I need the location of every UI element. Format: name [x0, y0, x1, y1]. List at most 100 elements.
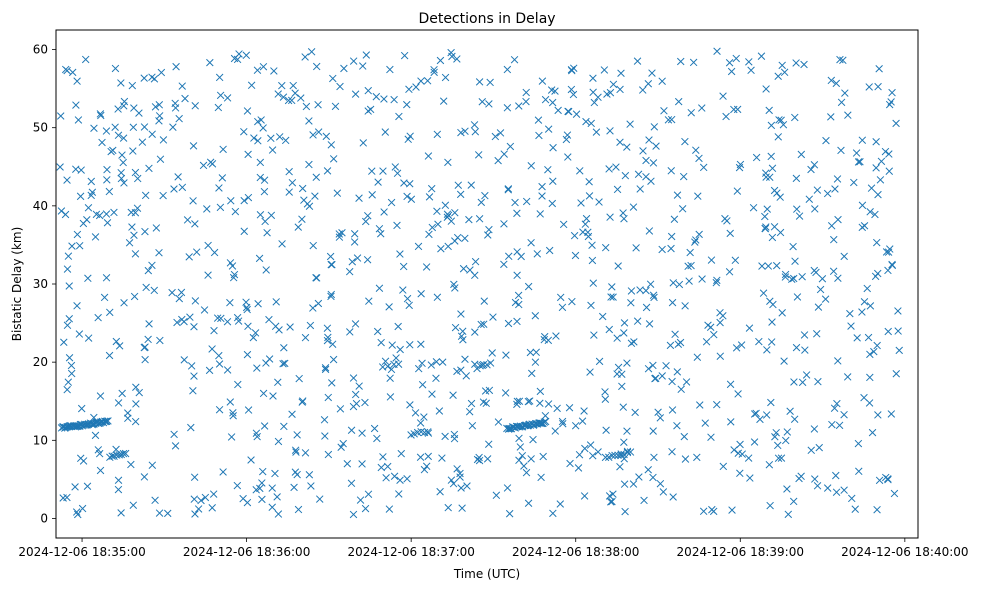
data-point	[673, 191, 682, 199]
data-point	[305, 160, 313, 169]
data-point	[100, 293, 109, 302]
data-point	[103, 165, 111, 174]
data-point	[174, 173, 182, 181]
data-point	[810, 425, 819, 433]
data-point	[274, 437, 283, 446]
data-point	[761, 224, 769, 233]
data-point	[314, 299, 323, 308]
data-point	[356, 496, 365, 504]
data-point	[268, 484, 276, 492]
data-point	[379, 167, 387, 175]
data-point	[348, 257, 357, 266]
data-point	[209, 490, 218, 498]
data-point	[247, 81, 256, 90]
data-point	[138, 138, 147, 146]
data-point	[114, 399, 123, 407]
data-point	[215, 184, 223, 192]
data-point	[231, 207, 240, 216]
data-point	[437, 244, 445, 253]
data-point	[485, 225, 493, 234]
data-point	[68, 68, 77, 77]
data-point	[383, 462, 392, 471]
data-point	[790, 415, 799, 423]
data-point	[752, 409, 760, 418]
data-point	[385, 303, 393, 311]
data-point	[580, 407, 588, 415]
data-point	[636, 185, 644, 193]
data-point	[340, 64, 348, 73]
data-point	[588, 256, 597, 265]
data-point	[97, 111, 105, 120]
data-point	[613, 185, 622, 194]
data-point	[253, 432, 261, 441]
data-point	[140, 343, 149, 352]
data-point	[259, 62, 268, 71]
data-point	[327, 141, 336, 149]
data-point	[281, 136, 290, 145]
data-point	[229, 409, 237, 417]
y-axis-label: Bistatic Delay (km)	[10, 227, 24, 342]
data-point	[90, 124, 98, 133]
data-point	[768, 318, 776, 326]
data-point	[538, 182, 546, 191]
data-point	[323, 324, 332, 332]
data-point	[190, 495, 199, 503]
data-point	[300, 196, 308, 204]
data-point	[470, 121, 479, 129]
data-point	[608, 283, 616, 291]
data-point	[571, 421, 580, 430]
data-point	[556, 293, 565, 302]
data-point	[223, 366, 232, 374]
y-tick-label: 30	[33, 277, 48, 291]
data-point	[774, 72, 782, 81]
data-point	[422, 462, 431, 471]
x-tick-label: 2024-12-06 18:40:00	[841, 545, 968, 559]
data-point	[620, 450, 628, 459]
data-point	[365, 297, 373, 305]
data-point	[362, 51, 371, 59]
data-point	[648, 69, 656, 77]
data-point	[827, 222, 836, 230]
data-point	[350, 230, 359, 238]
data-point	[732, 54, 740, 63]
data-point	[411, 409, 420, 417]
data-point	[595, 357, 604, 366]
data-point	[734, 390, 742, 398]
data-point	[798, 272, 806, 281]
data-point	[654, 408, 662, 417]
data-point	[240, 227, 248, 236]
data-point	[639, 147, 647, 155]
data-point	[635, 473, 643, 481]
data-point	[156, 336, 164, 345]
data-point	[395, 490, 403, 498]
data-point	[275, 133, 284, 141]
data-point	[843, 373, 852, 381]
data-point	[329, 74, 337, 83]
data-point	[381, 357, 390, 366]
data-point	[373, 434, 381, 443]
data-point	[141, 355, 149, 364]
data-point	[361, 504, 370, 513]
data-point	[500, 260, 508, 269]
data-point	[254, 299, 262, 308]
data-point	[65, 282, 73, 290]
data-point	[250, 134, 258, 142]
data-point	[459, 264, 468, 273]
data-point	[120, 97, 129, 106]
data-point	[832, 471, 840, 480]
data-point	[155, 509, 164, 517]
data-point	[801, 346, 809, 354]
data-point	[477, 320, 485, 329]
data-point	[786, 407, 794, 416]
data-point	[483, 455, 492, 463]
data-point	[456, 190, 465, 199]
data-point	[435, 407, 444, 415]
data-point	[386, 374, 394, 382]
data-point	[140, 473, 149, 481]
data-point	[244, 193, 253, 202]
data-point	[541, 411, 550, 420]
data-point	[606, 213, 614, 221]
data-point	[152, 224, 161, 232]
data-point	[777, 454, 786, 462]
data-point	[449, 479, 458, 488]
